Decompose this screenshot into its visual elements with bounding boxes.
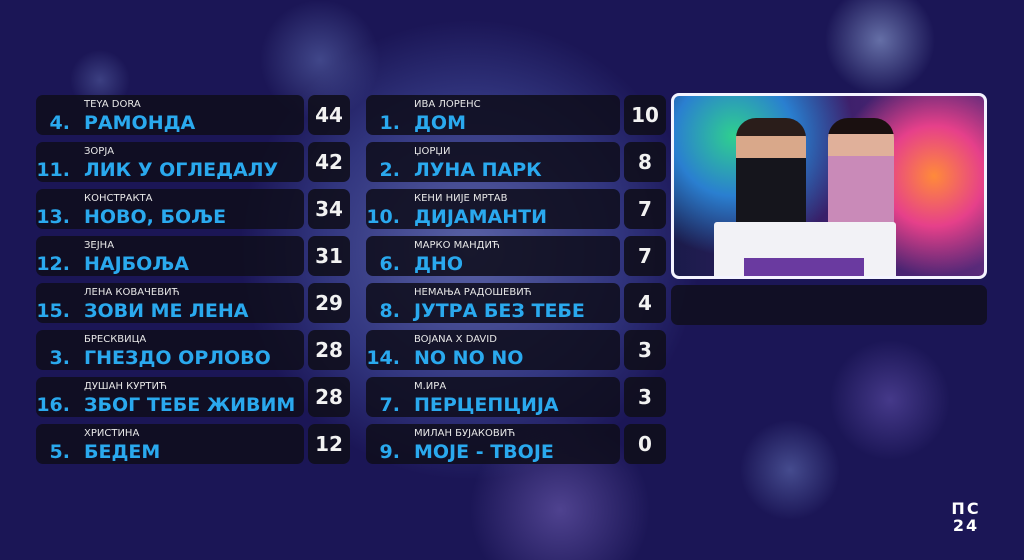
points-box: 7 xyxy=(624,189,666,229)
song-title: ЛИК У ОГЛЕДАЛУ xyxy=(84,159,279,181)
entry-number: 8. xyxy=(379,300,400,322)
entry-box: 6. МАРКО МАНДИЋ ДНО xyxy=(366,236,620,276)
entry-box: 3. БРЕСКВИЦА ГНЕЗДО ОРЛОВО xyxy=(36,330,304,370)
artist-name: ЗЕЈНА xyxy=(84,240,115,251)
points-box: 34 xyxy=(308,189,350,229)
points-box: 31 xyxy=(308,236,350,276)
artist-name: НЕМАЊА РАДОШЕВИЋ xyxy=(414,287,532,298)
song-title: ДОМ xyxy=(414,112,466,134)
song-title: ЗБОГ ТЕБЕ ЖИВИМ xyxy=(84,394,296,416)
points-box: 7 xyxy=(624,236,666,276)
channel-logo: ПС 24 xyxy=(944,500,988,534)
entry-box: 2. ЏОРЏИ ЛУНА ПАРК xyxy=(366,142,620,182)
logo-line-1: ПС xyxy=(951,499,981,518)
points-box: 3 xyxy=(624,377,666,417)
entry-number: 11. xyxy=(36,159,70,181)
empty-scoreboard-slot xyxy=(671,285,987,325)
entry-box: 1. ИВА ЛОРЕНС ДОМ xyxy=(366,95,620,135)
points-box: 29 xyxy=(308,283,350,323)
entry-box: 7. M.ИРА ПЕРЦЕПЦИЈА xyxy=(366,377,620,417)
song-title: ЛУНА ПАРК xyxy=(414,159,542,181)
artist-name: ЛЕНА КОВАЧЕВИЋ xyxy=(84,287,180,298)
points-box: 3 xyxy=(624,330,666,370)
points-box: 4 xyxy=(624,283,666,323)
points-box: 12 xyxy=(308,424,350,464)
artist-name: ХРИСТИНА xyxy=(84,428,140,439)
artist-name: БРЕСКВИЦА xyxy=(84,334,147,345)
entry-box: 14. BOJANA X DAVID NO NO NO xyxy=(366,330,620,370)
artist-name: M.ИРА xyxy=(414,381,447,392)
entry-number: 9. xyxy=(379,441,400,463)
entry-box: 16. ДУШАН КУРТИЋ ЗБОГ ТЕБЕ ЖИВИМ xyxy=(36,377,304,417)
artist-name: КЕНИ НИЈЕ МРТАВ xyxy=(414,193,508,204)
points-box: 10 xyxy=(624,95,666,135)
entry-box: 8. НЕМАЊА РАДОШЕВИЋ ЈУТРА БЕЗ ТЕБЕ xyxy=(366,283,620,323)
artist-name: ДУШАН КУРТИЋ xyxy=(84,381,167,392)
song-title: ПЕРЦЕПЦИЈА xyxy=(414,394,559,416)
entry-number: 1. xyxy=(379,112,400,134)
artist-name: BOJANA X DAVID xyxy=(414,334,497,345)
points-box: 44 xyxy=(308,95,350,135)
artist-name: МИЛАН БУЈАКОВИЋ xyxy=(414,428,516,439)
entry-number: 10. xyxy=(366,206,400,228)
entry-box: 9. МИЛАН БУЈАКОВИЋ МОЈЕ - ТВОЈЕ xyxy=(366,424,620,464)
points-box: 28 xyxy=(308,330,350,370)
song-title: МОЈЕ - ТВОЈЕ xyxy=(414,441,554,463)
points-box: 28 xyxy=(308,377,350,417)
artist-name: ЗОРЈА xyxy=(84,146,115,157)
song-title: РАМОНДА xyxy=(84,112,196,134)
points-box: 8 xyxy=(624,142,666,182)
song-title: НОВО, БОЉЕ xyxy=(84,206,227,228)
entry-box: 11. ЗОРЈА ЛИК У ОГЛЕДАЛУ xyxy=(36,142,304,182)
entry-box: 10. КЕНИ НИЈЕ МРТАВ ДИЈАМАНТИ xyxy=(366,189,620,229)
song-title: ЗОВИ МЕ ЛЕНА xyxy=(84,300,249,322)
entry-number: 14. xyxy=(366,347,400,369)
points-box: 0 xyxy=(624,424,666,464)
entry-number: 5. xyxy=(49,441,70,463)
entry-box: 4. TEYA DORA РАМОНДА xyxy=(36,95,304,135)
entry-number: 12. xyxy=(36,253,70,275)
podium-screen xyxy=(744,258,864,276)
entry-box: 12. ЗЕЈНА НАЈБОЉА xyxy=(36,236,304,276)
song-title: ЈУТРА БЕЗ ТЕБЕ xyxy=(414,300,585,322)
entry-number: 2. xyxy=(379,159,400,181)
points-box: 42 xyxy=(308,142,350,182)
song-title: БЕДЕМ xyxy=(84,441,161,463)
artist-name: КОНСТРАКТА xyxy=(84,193,153,204)
artist-name: TEYA DORA xyxy=(84,99,141,110)
entry-number: 13. xyxy=(36,206,70,228)
entry-number: 15. xyxy=(36,300,70,322)
logo-line-2: 24 xyxy=(952,516,980,535)
entry-number: 16. xyxy=(36,394,70,416)
entry-box: 13. КОНСТРАКТА НОВО, БОЉЕ xyxy=(36,189,304,229)
artist-name: МАРКО МАНДИЋ xyxy=(414,240,500,251)
song-title: ДНО xyxy=(414,253,463,275)
song-title: НАЈБОЉА xyxy=(84,253,189,275)
artist-name: ЏОРЏИ xyxy=(414,146,451,157)
entry-number: 6. xyxy=(379,253,400,275)
entry-number: 3. xyxy=(49,347,70,369)
song-title: ГНЕЗДО ОРЛОВО xyxy=(84,347,271,369)
entry-number: 7. xyxy=(379,394,400,416)
song-title: NO NO NO xyxy=(414,347,524,369)
song-title: ДИЈАМАНТИ xyxy=(414,206,547,228)
entry-box: 5. ХРИСТИНА БЕДЕМ xyxy=(36,424,304,464)
entry-box: 15. ЛЕНА КОВАЧЕВИЋ ЗОВИ МЕ ЛЕНА xyxy=(36,283,304,323)
artist-name: ИВА ЛОРЕНС xyxy=(414,99,481,110)
presenters-video-inset xyxy=(671,93,987,279)
entry-number: 4. xyxy=(49,112,70,134)
